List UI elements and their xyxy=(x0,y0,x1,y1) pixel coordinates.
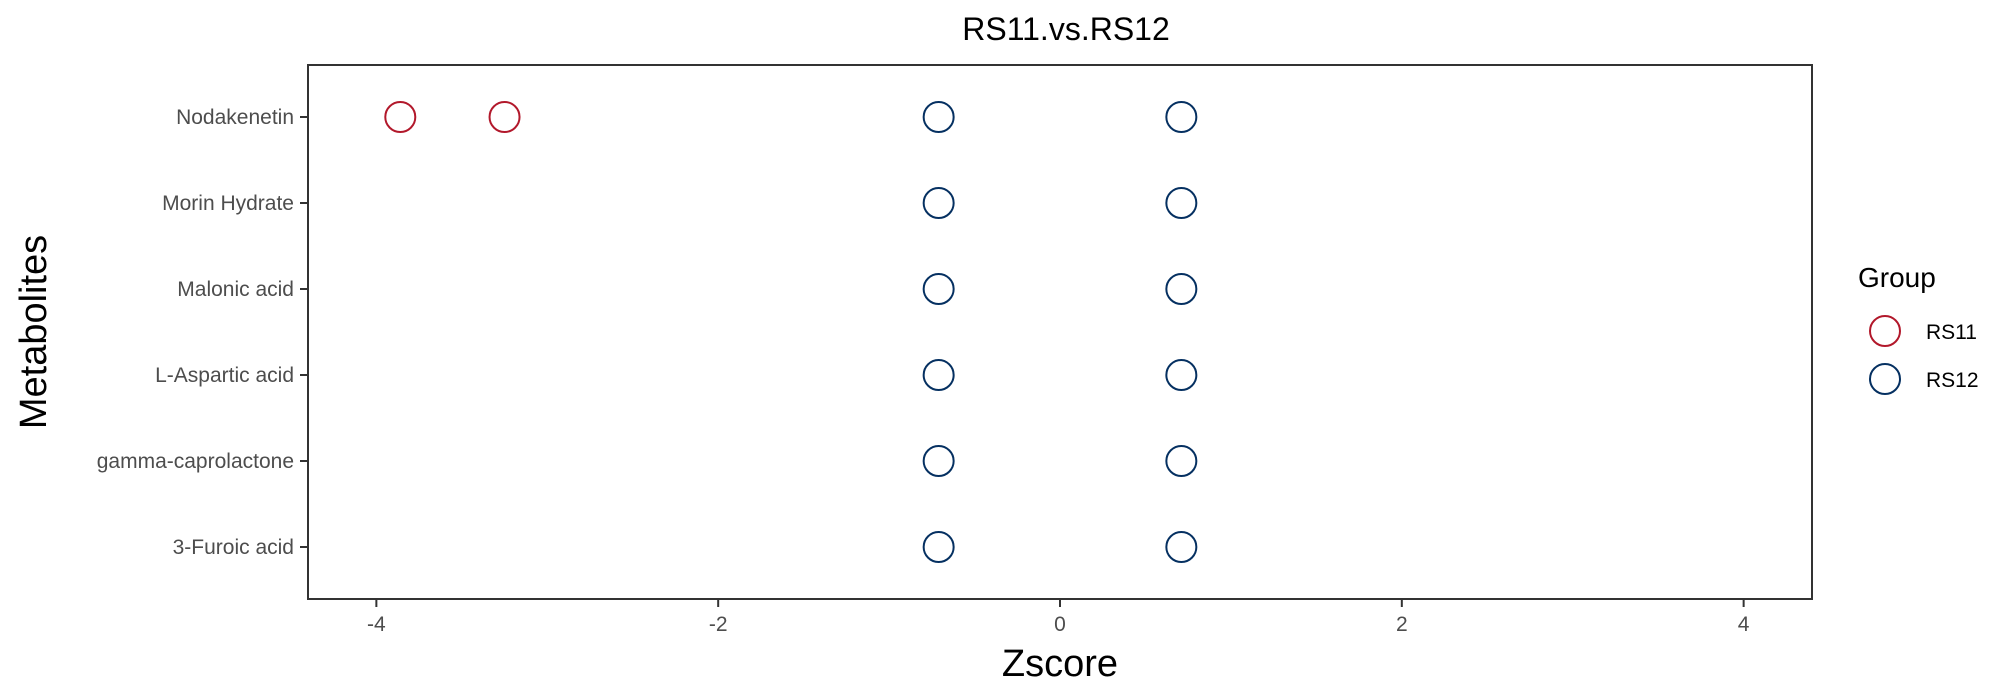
legend-label: RS11 xyxy=(1926,321,1977,344)
legend-key-rs11 xyxy=(1869,315,1901,347)
y-tick-label: Morin Hydrate xyxy=(162,192,294,215)
point-rs11 xyxy=(488,101,521,133)
plot-panel xyxy=(307,64,1813,600)
point-rs12 xyxy=(1165,187,1198,219)
point-rs12 xyxy=(922,531,955,563)
y-axis-title: Metabolites xyxy=(13,235,55,429)
point-rs12 xyxy=(1165,273,1198,305)
point-rs12 xyxy=(922,273,955,305)
legend: Group RS11 RS12 xyxy=(1858,262,1979,395)
y-tick-label: Malonic acid xyxy=(177,278,294,301)
data-points xyxy=(384,101,1198,563)
y-tick-label: Nodakenetin xyxy=(176,106,294,129)
chart-title: RS11.vs.RS12 xyxy=(962,11,1170,47)
y-tick-label: 3-Furoic acid xyxy=(173,536,294,559)
y-tick-label: L-Aspartic acid xyxy=(155,364,294,387)
y-tick-label: gamma-caprolactone xyxy=(97,450,294,473)
x-axis: -4 -2 0 2 4 xyxy=(367,599,1750,636)
y-axis: Nodakenetin Morin Hydrate Malonic acid L-As… xyxy=(97,106,308,559)
point-rs12 xyxy=(922,359,955,391)
x-tick-label: -2 xyxy=(709,613,728,636)
point-rs12 xyxy=(922,101,955,133)
point-rs12 xyxy=(1165,359,1198,391)
legend-label: RS12 xyxy=(1926,369,1979,392)
point-rs11 xyxy=(384,101,417,133)
x-tick-label: 0 xyxy=(1054,613,1066,636)
x-tick-label: 2 xyxy=(1396,613,1408,636)
point-rs12 xyxy=(1165,445,1198,477)
x-tick-label: 4 xyxy=(1738,613,1750,636)
legend-title: Group xyxy=(1858,262,1936,293)
point-rs12 xyxy=(922,445,955,477)
legend-key-rs12 xyxy=(1869,363,1901,395)
point-rs12 xyxy=(922,187,955,219)
x-axis-title: Zscore xyxy=(1002,643,1118,685)
point-rs12 xyxy=(1165,101,1198,133)
point-rs12 xyxy=(1165,531,1198,563)
x-tick-label: -4 xyxy=(367,613,386,636)
